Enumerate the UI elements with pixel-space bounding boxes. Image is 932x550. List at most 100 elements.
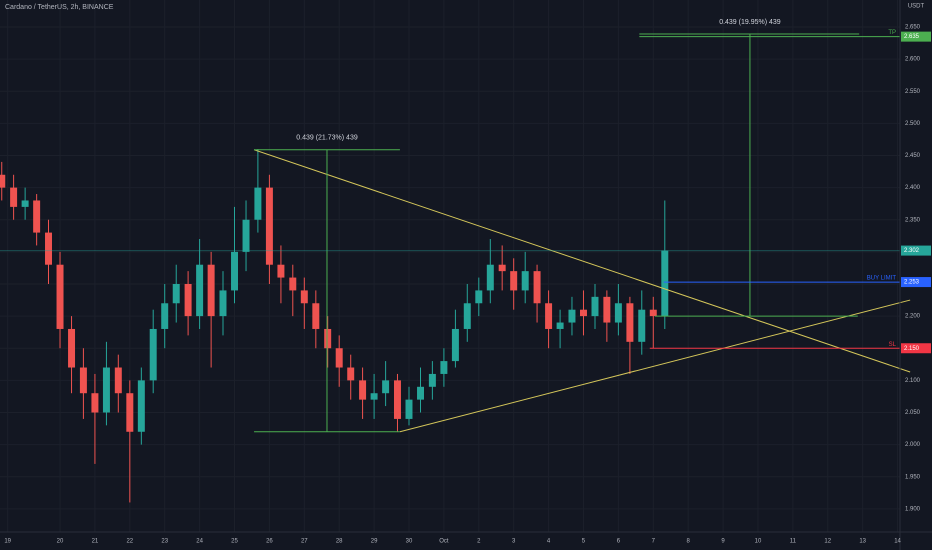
- candle-body: [359, 380, 367, 400]
- price-label: 2.150: [904, 346, 920, 352]
- x-tick-label: 29: [371, 539, 378, 545]
- candle-body: [521, 271, 529, 291]
- candle-body: [335, 348, 343, 368]
- candle-body: [556, 322, 564, 329]
- candle-body: [545, 303, 553, 329]
- candle-body: [312, 303, 320, 329]
- candle-body: [324, 328, 332, 349]
- x-tick-label: 12: [824, 539, 831, 545]
- candle-body: [68, 328, 76, 368]
- candle-body: [10, 187, 18, 207]
- plot-area: 0.439 (21.73%) 439 0.439 (19.95%) 439 TP BU…: [0, 19, 911, 503]
- candle-body: [0, 174, 6, 188]
- candle-body: [300, 290, 308, 304]
- candle-body: [626, 303, 634, 342]
- y-tick-label: 2.600: [905, 57, 921, 63]
- candle-body: [231, 251, 238, 291]
- candle-body: [498, 264, 506, 272]
- y-tick-label: 2.650: [905, 25, 921, 31]
- candle-body: [382, 380, 390, 394]
- candle-body: [405, 399, 413, 419]
- price-line-name: SL: [889, 342, 897, 348]
- candle-body: [242, 219, 250, 252]
- candle-body: [289, 277, 297, 291]
- price-label: 2.302: [904, 248, 920, 254]
- x-tick-label: 26: [266, 539, 273, 545]
- y-tick-label: 2.400: [905, 185, 921, 191]
- candle-body: [428, 373, 436, 387]
- x-tick-label: 20: [57, 539, 64, 545]
- y-unit: USDT: [908, 4, 925, 10]
- x-tick-label: 30: [406, 539, 413, 545]
- x-tick-label: 3: [512, 539, 516, 545]
- trendline: [253, 149, 911, 373]
- candle-body: [661, 250, 669, 317]
- candle-body: [451, 328, 459, 362]
- price-label-box: [901, 245, 931, 256]
- candle-body: [172, 283, 180, 304]
- candle-body: [45, 232, 52, 265]
- candle-body: [79, 367, 87, 394]
- candle-body: [463, 303, 471, 329]
- y-tick-label: 2.050: [905, 410, 921, 416]
- candle-body: [579, 309, 587, 317]
- x-tick-label: 24: [196, 539, 203, 545]
- candle-body: [56, 264, 64, 329]
- price-line-name: BUY LIMIT: [867, 276, 897, 282]
- price-line-name: TP: [888, 30, 896, 36]
- candle-body: [649, 309, 657, 317]
- y-tick-label: 2.450: [905, 153, 921, 159]
- candle-body: [33, 200, 41, 233]
- candle-body: [568, 309, 576, 323]
- candle-body: [91, 393, 99, 413]
- x-tick-label: 9: [721, 539, 725, 545]
- price-label: 2.253: [904, 280, 920, 286]
- y-tick-label: 2.350: [905, 217, 921, 223]
- candle-body: [603, 296, 611, 323]
- x-tick-label: 11: [790, 539, 797, 545]
- candle-body: [347, 367, 355, 381]
- candle-body: [114, 367, 122, 394]
- x-tick-label: 2: [477, 539, 481, 545]
- y-tick-label: 2.550: [905, 89, 921, 95]
- candle-body: [440, 361, 448, 374]
- x-tick-label: 21: [92, 539, 99, 545]
- price-label-box: [901, 343, 931, 354]
- candle-body: [486, 264, 494, 291]
- candle-body: [126, 393, 134, 432]
- candle-body: [417, 386, 425, 400]
- candle-body: [475, 290, 483, 304]
- x-tick-label: 23: [161, 539, 168, 545]
- candle-body: [614, 303, 622, 323]
- trendline: [399, 299, 911, 433]
- x-tick-label: 8: [687, 539, 691, 545]
- y-tick-label: 2.500: [905, 121, 921, 127]
- candle-body: [196, 264, 204, 317]
- chart-title: Cardano / TetherUS, 2h, BINANCE: [5, 4, 114, 11]
- x-tick-label: 6: [617, 539, 621, 545]
- candle-body: [265, 187, 273, 265]
- y-tick-label: 2.100: [905, 378, 921, 384]
- measure-label: 0.439 (21.73%) 439: [296, 135, 358, 142]
- x-tick-label: 27: [301, 539, 308, 545]
- candle-body: [102, 367, 110, 413]
- candle-body: [149, 328, 157, 381]
- x-tick-label: 25: [231, 539, 238, 545]
- price-label: 2.635: [904, 34, 920, 40]
- candle-body: [533, 271, 541, 304]
- candle-body: [21, 200, 29, 207]
- candle-body: [207, 264, 215, 317]
- axes: 2.6502.6002.5502.5002.4502.4002.3502.300…: [4, 25, 931, 545]
- x-tick-label: Oct: [439, 539, 449, 545]
- measure-label: 0.439 (19.95%) 439: [719, 19, 781, 26]
- candle-body: [161, 303, 169, 329]
- candle-body: [277, 264, 285, 278]
- y-tick-label: 1.900: [905, 506, 921, 512]
- x-tick-label: 7: [652, 539, 656, 545]
- candle-body: [638, 309, 646, 342]
- x-tick-label: 13: [859, 539, 866, 545]
- x-tick-label: 22: [126, 539, 133, 545]
- y-tick-label: 1.950: [905, 474, 921, 480]
